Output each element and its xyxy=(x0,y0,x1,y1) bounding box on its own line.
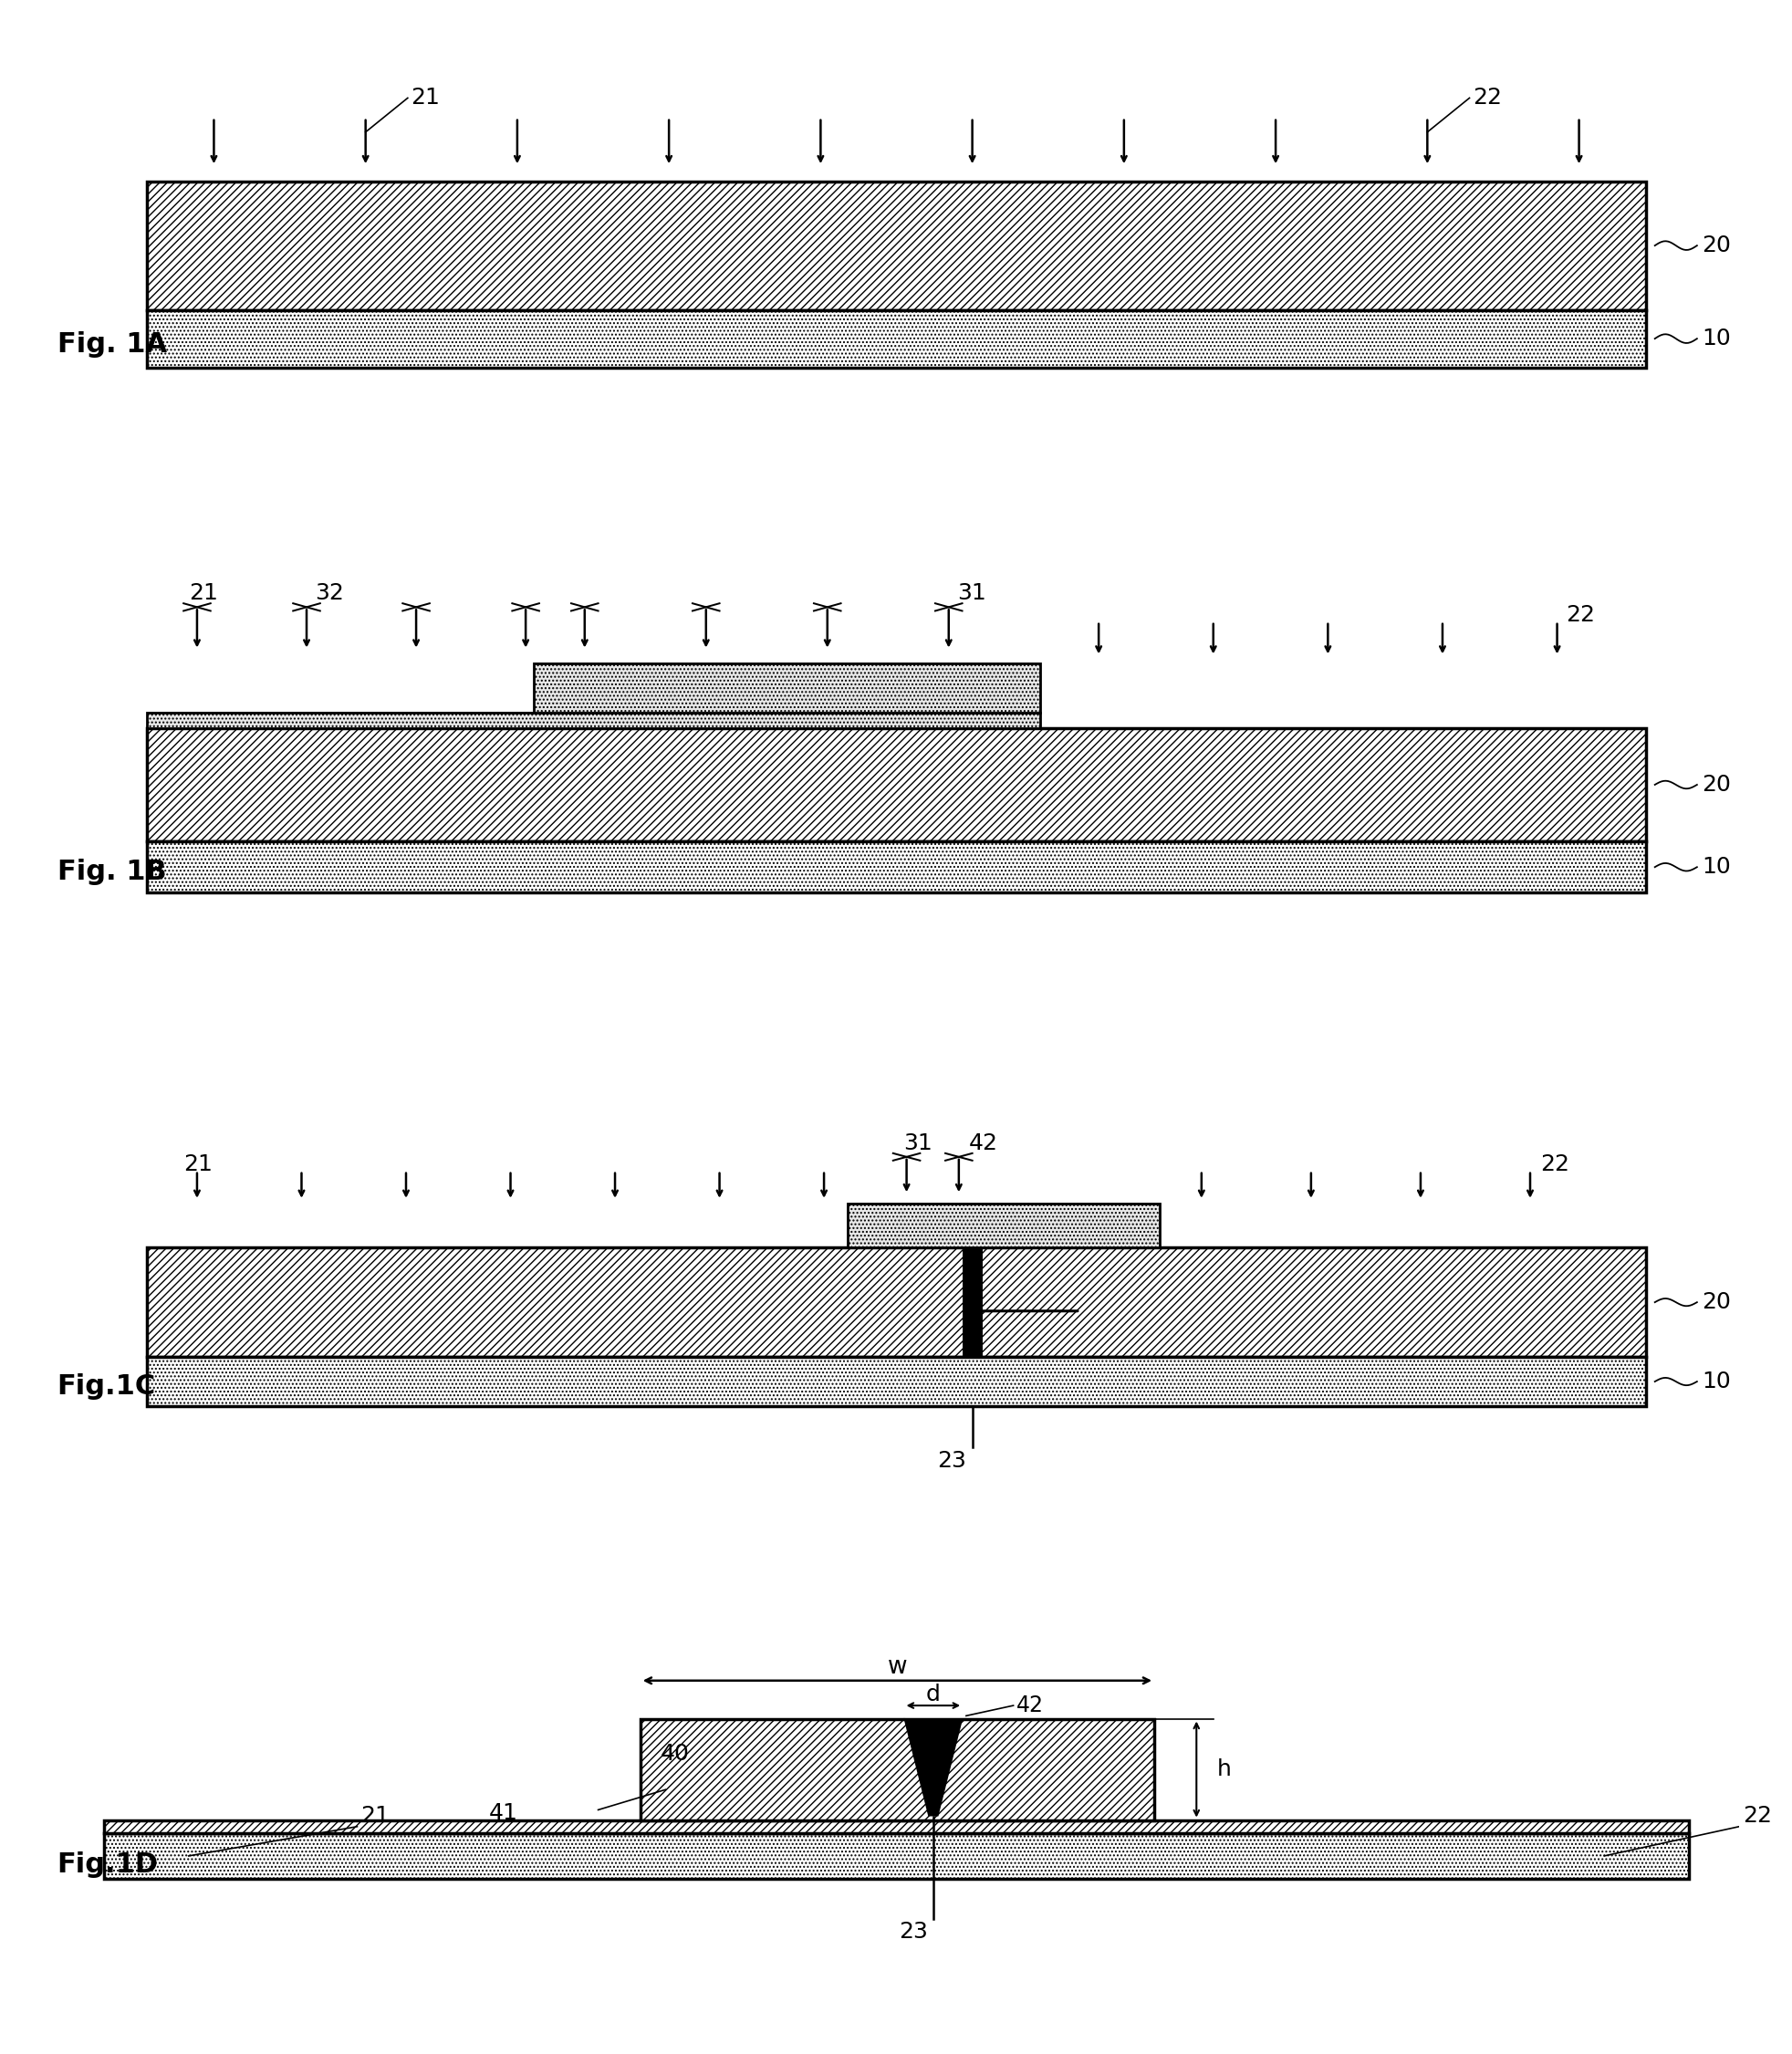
Text: 32: 32 xyxy=(315,581,344,604)
Bar xyxy=(147,727,1645,842)
Text: 22: 22 xyxy=(1471,86,1502,109)
Text: 31: 31 xyxy=(957,581,986,604)
Bar xyxy=(147,1358,1645,1407)
Text: 31: 31 xyxy=(903,1132,932,1154)
Text: d: d xyxy=(925,1684,941,1705)
Text: 21: 21 xyxy=(360,1805,389,1826)
Bar xyxy=(534,663,1039,713)
Bar xyxy=(962,1247,982,1358)
Text: 22: 22 xyxy=(1742,1805,1770,1826)
Text: 21: 21 xyxy=(188,581,217,604)
Text: Fig.1C: Fig.1C xyxy=(57,1374,156,1399)
Polygon shape xyxy=(903,1719,962,1816)
Text: 42: 42 xyxy=(1016,1695,1043,1717)
Text: Fig.1D: Fig.1D xyxy=(57,1853,158,1877)
Text: 21: 21 xyxy=(183,1154,213,1175)
Text: 42: 42 xyxy=(968,1132,998,1154)
Text: 23: 23 xyxy=(937,1450,966,1471)
Bar xyxy=(640,1719,1154,1820)
Text: 10: 10 xyxy=(1701,857,1729,877)
Bar xyxy=(104,1832,1688,1879)
Bar xyxy=(104,1820,1688,1832)
Text: 20: 20 xyxy=(1701,234,1731,257)
Bar xyxy=(147,713,1039,727)
Text: 22: 22 xyxy=(1539,1154,1568,1175)
Text: 22: 22 xyxy=(1564,604,1593,626)
Bar xyxy=(147,310,1645,368)
Bar xyxy=(147,181,1645,310)
Text: 10: 10 xyxy=(1701,1370,1729,1393)
Text: Fig. 1B: Fig. 1B xyxy=(57,859,167,885)
Text: Fig. 1A: Fig. 1A xyxy=(57,331,167,357)
Bar xyxy=(147,1247,1645,1358)
Text: 20: 20 xyxy=(1701,774,1731,795)
Text: 23: 23 xyxy=(898,1920,926,1943)
Text: 10: 10 xyxy=(1701,329,1729,349)
Text: w: w xyxy=(887,1656,907,1680)
Text: 40: 40 xyxy=(659,1744,690,1764)
Bar xyxy=(147,842,1645,893)
Text: h: h xyxy=(1217,1758,1231,1781)
Text: 41: 41 xyxy=(489,1801,518,1824)
Bar xyxy=(848,1204,1159,1247)
Text: 20: 20 xyxy=(1701,1292,1731,1313)
Text: 21: 21 xyxy=(410,86,441,109)
